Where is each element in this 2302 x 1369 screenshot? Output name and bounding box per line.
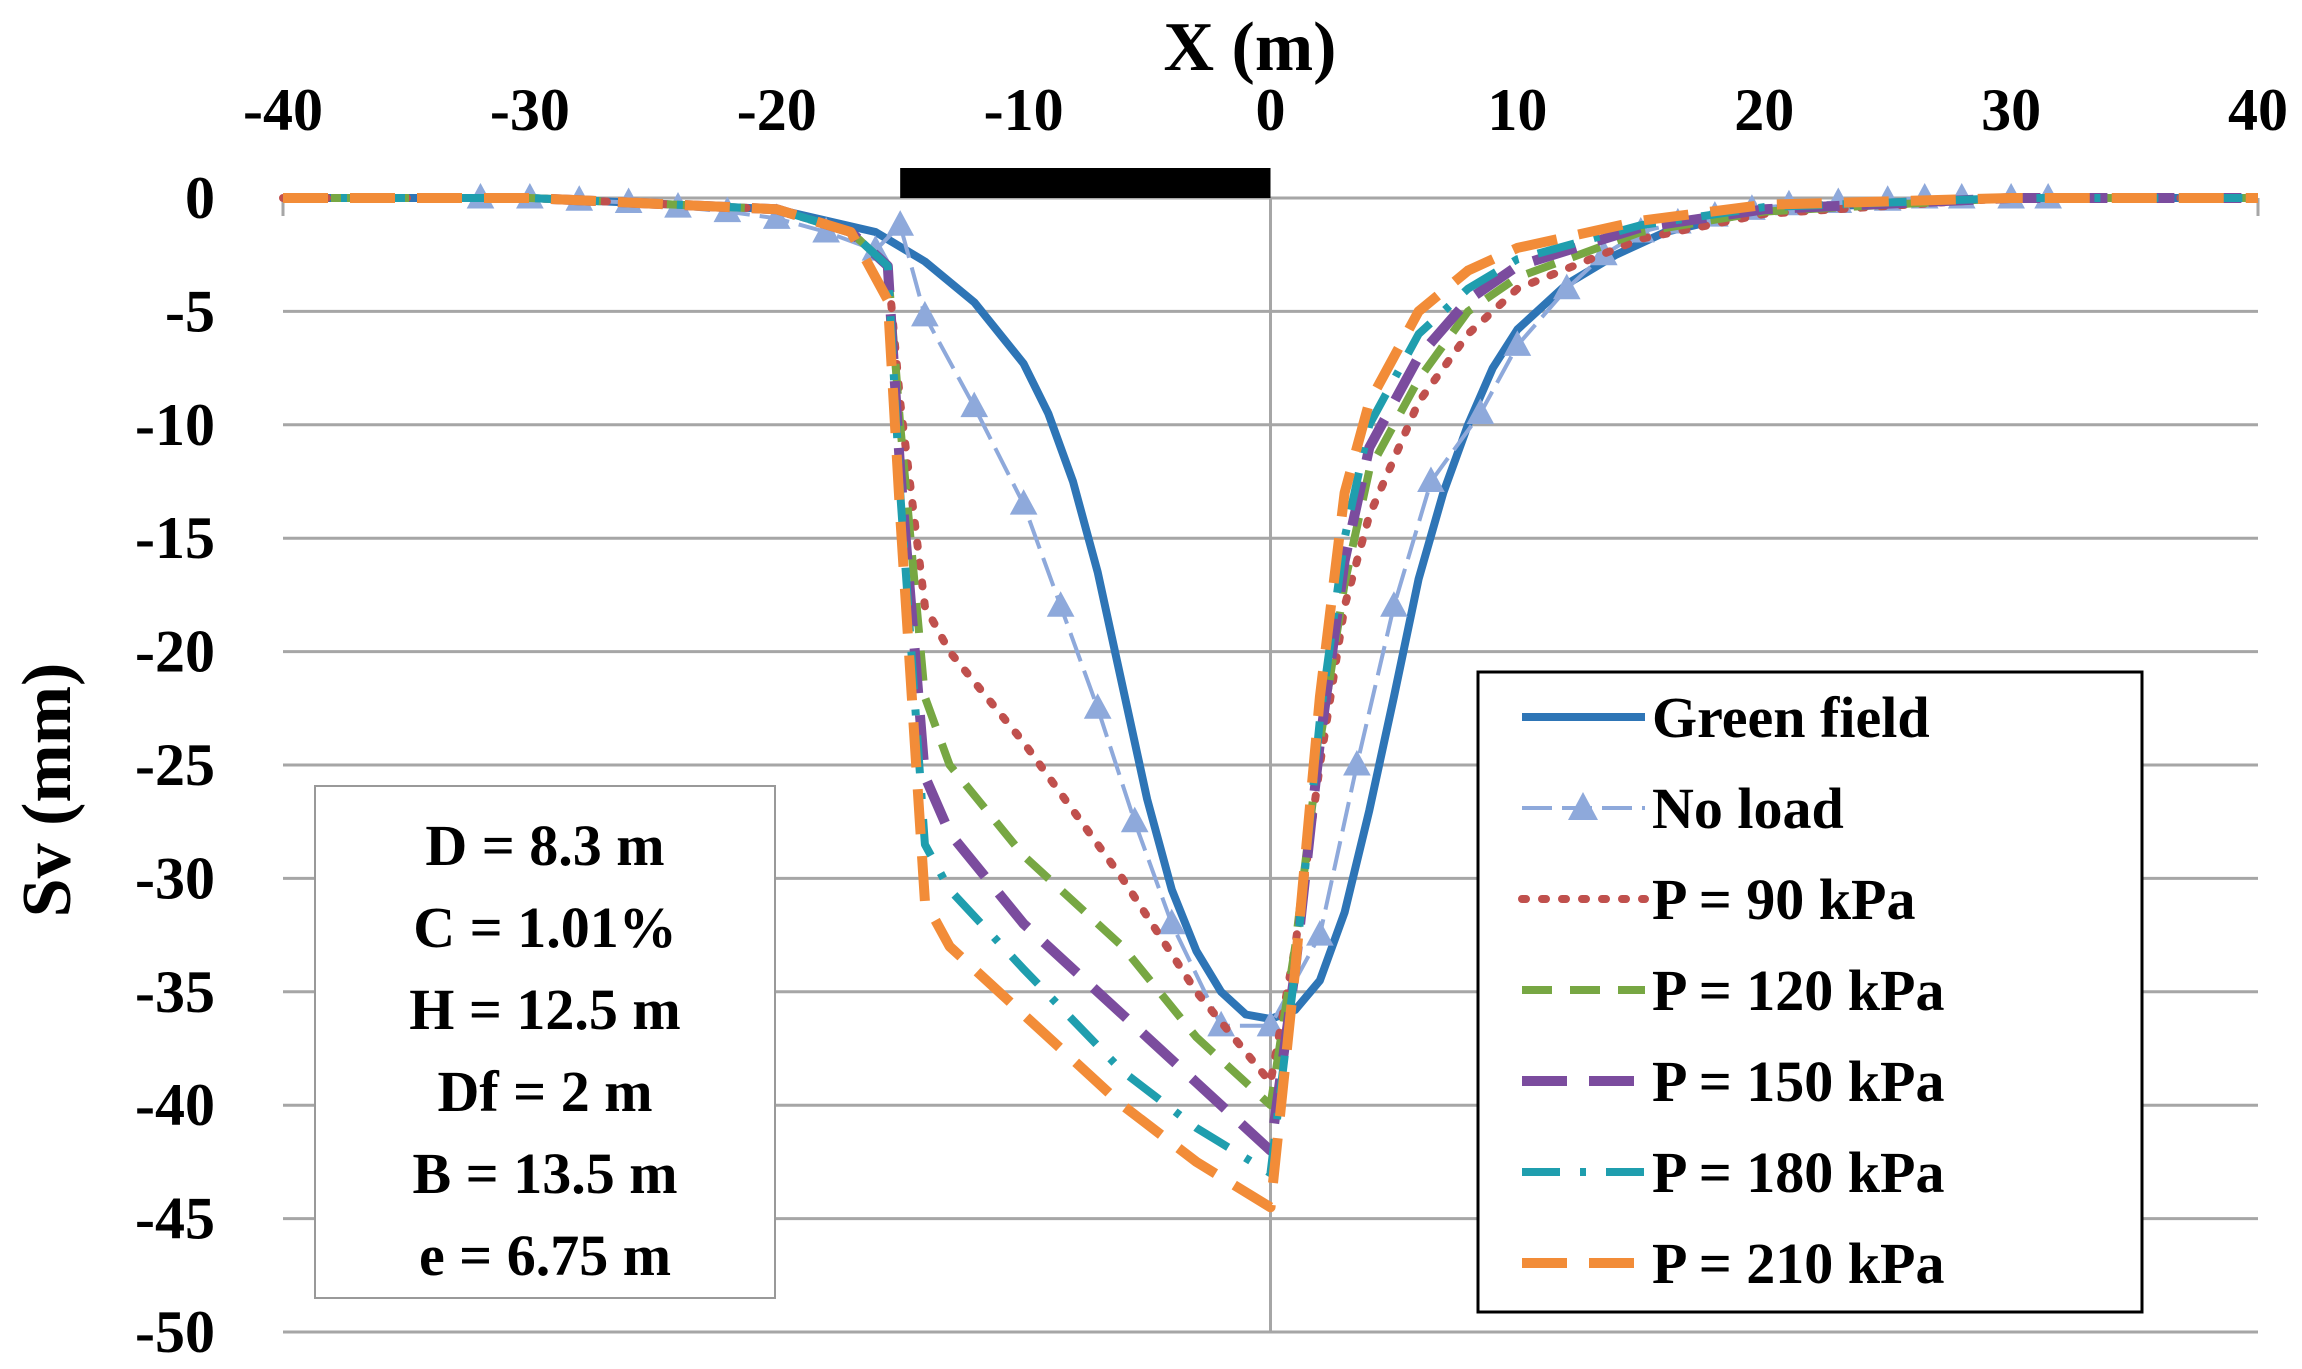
x-axis-ticks: -40 -30 -20 -10 0 10 20 30 40 (243, 77, 2288, 143)
legend-label: P = 120 kPa (1652, 958, 1944, 1023)
parameter-line: C = 1.01% (413, 895, 676, 960)
legend-marker (1568, 792, 1598, 820)
x-tick-label: 10 (1487, 77, 1547, 143)
y-tick-label: -20 (135, 619, 215, 685)
data-point-marker (1466, 398, 1495, 424)
x-axis-title: X (m) (1164, 9, 1337, 86)
y-tick-label: -15 (135, 505, 215, 571)
parameter-line: Df = 2 m (437, 1059, 652, 1124)
legend-label: P = 90 kPa (1652, 867, 1915, 932)
data-point-marker (1343, 749, 1371, 776)
data-point-marker (1503, 330, 1532, 356)
legend-item: Green field (1522, 685, 1930, 750)
data-point-marker (886, 210, 915, 236)
y-tick-label: -50 (135, 1299, 215, 1365)
data-point-marker (1083, 693, 1112, 719)
x-tick-label: -10 (984, 77, 1064, 143)
y-tick-label: -40 (135, 1072, 215, 1138)
legend-label: P = 180 kPa (1652, 1140, 1944, 1205)
parameter-line: B = 13.5 m (412, 1141, 677, 1206)
data-point-marker (1046, 591, 1075, 617)
parameter-box: D = 8.3 m C = 1.01% H = 12.5 m Df = 2 m B = … (314, 785, 776, 1299)
y-tick-label: 0 (185, 165, 215, 231)
data-point-marker (1009, 489, 1038, 515)
parameter-line: H = 12.5 m (409, 977, 680, 1042)
y-tick-label: -5 (165, 278, 215, 344)
legend-item: P = 90 kPa (1518, 867, 1915, 932)
legend-label: P = 150 kPa (1652, 1049, 1944, 1114)
series-lines (279, 182, 2262, 1213)
data-point-marker (1552, 273, 1581, 300)
legend-item: No load (1522, 776, 1844, 841)
y-tick-label: -30 (135, 845, 215, 911)
legend: Green field No load P = 90 kPa P = 120 kPa P… (1476, 670, 2144, 1314)
y-axis-ticks: 0 -5 -10 -15 -20 -25 -30 -35 -40 -45 -50 (135, 165, 215, 1365)
y-tick-label: -25 (135, 732, 215, 798)
x-tick-label: -30 (490, 77, 570, 143)
legend-item: P = 150 kPa (1522, 1049, 1944, 1114)
parameter-line: D = 8.3 m (425, 813, 664, 878)
y-tick-label: -10 (135, 392, 215, 458)
data-point-marker (911, 300, 939, 327)
x-tick-label: 20 (1734, 77, 1794, 143)
legend-label: Green field (1652, 685, 1930, 750)
x-tick-label: -20 (737, 77, 817, 143)
legend-item: P = 180 kPa (1522, 1140, 1944, 1205)
data-point-marker (1157, 908, 1186, 935)
data-point-marker (960, 391, 989, 418)
x-tick-label: 30 (1981, 77, 2041, 143)
footing-bar (900, 168, 1271, 198)
data-point-marker (1417, 466, 1445, 492)
data-point-marker (1120, 806, 1149, 833)
series-p-210-kpa (283, 193, 2258, 1213)
legend-item: P = 120 kPa (1522, 958, 1944, 1023)
parameter-line: e = 6.75 m (419, 1223, 671, 1288)
data-point-marker (1306, 920, 1334, 946)
y-tick-label: -45 (135, 1186, 215, 1252)
footing-bar-rect (900, 168, 1271, 198)
x-tick-label: 0 (1256, 77, 1286, 143)
legend-item: P = 210 kPa (1522, 1231, 1944, 1296)
series-line (283, 193, 2258, 1213)
legend-label: No load (1652, 776, 1844, 841)
x-tick-label: 40 (2228, 77, 2288, 143)
y-axis-title: Sv (mm) (9, 663, 86, 918)
x-tick-label: -40 (243, 77, 323, 143)
data-point-marker (1380, 591, 1408, 617)
y-tick-label: -35 (135, 959, 215, 1025)
legend-label: P = 210 kPa (1652, 1231, 1944, 1296)
parameter-box-frame (314, 785, 776, 1299)
